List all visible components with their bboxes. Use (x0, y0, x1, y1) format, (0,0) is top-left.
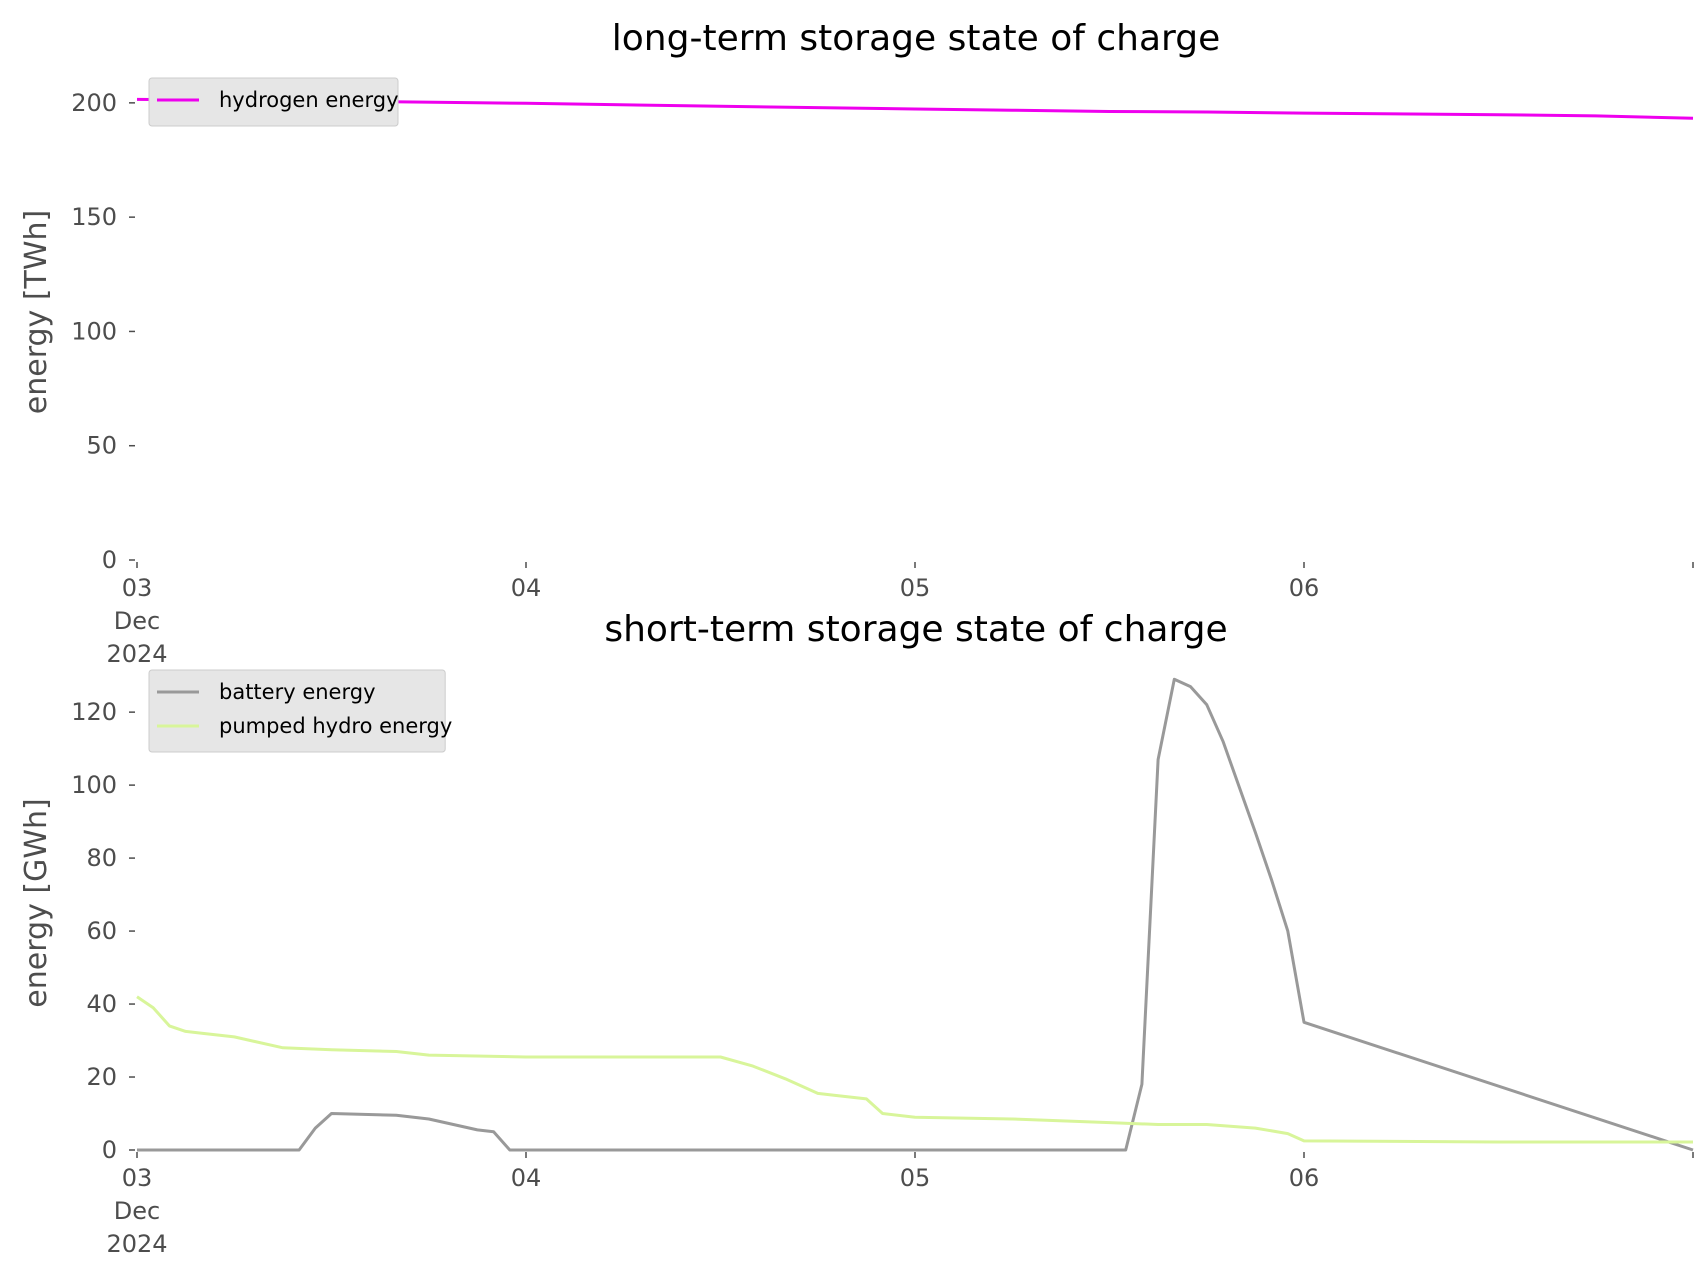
legend (148, 77, 399, 127)
legend (148, 669, 446, 753)
series-line-pumped-hydro-energy (136, 995, 1693, 1144)
short-term-storage-panel: short-term storage state of charge energ… (19, 609, 1694, 1258)
long-term-storage-panel: long-term storage state of charge energy… (19, 18, 1694, 668)
legend-label: pumped hydro energy (219, 714, 452, 738)
y-tick-label: 0 (102, 1136, 117, 1164)
y-tick-label: 20 (86, 1063, 117, 1091)
x-tick-label: Dec (114, 1197, 160, 1225)
y-tick-label: 0 (102, 546, 117, 574)
x-tick-label: 2024 (106, 640, 167, 668)
legend-label: battery energy (219, 680, 376, 704)
y-tick-label: 150 (71, 203, 117, 231)
y-tick-label: 80 (86, 844, 117, 872)
y-tick-label: 100 (71, 771, 117, 799)
x-tick-label: 05 (900, 574, 931, 602)
chart-title: long-term storage state of charge (612, 18, 1220, 59)
y-axis-label: energy [GWh] (19, 798, 54, 1007)
legend-label: hydrogen energy (219, 88, 399, 112)
x-tick-label: 06 (1289, 1164, 1320, 1192)
x-tick-label: 05 (900, 1164, 931, 1192)
x-tick-label: 03 (122, 574, 153, 602)
x-tick-label: 2024 (106, 1230, 167, 1258)
x-tick-label: 06 (1289, 574, 1320, 602)
y-tick-label: 200 (71, 89, 117, 117)
y-tick-label: 60 (86, 917, 117, 945)
x-tick-label: Dec (114, 607, 160, 635)
series-line-hydrogen-energy (136, 97, 1694, 120)
y-axis-label: energy [TWh] (19, 210, 54, 414)
x-tick-label: 04 (511, 1164, 542, 1192)
y-tick-label: 40 (86, 990, 117, 1018)
y-tick-label: 50 (86, 432, 117, 460)
x-tick-label: 04 (511, 574, 542, 602)
series-line-battery-energy (137, 677, 1694, 1152)
x-tick-label: 03 (122, 1164, 153, 1192)
y-tick-label: 120 (71, 698, 117, 726)
y-tick-label: 100 (71, 317, 117, 345)
chart-title: short-term storage state of charge (604, 609, 1227, 650)
